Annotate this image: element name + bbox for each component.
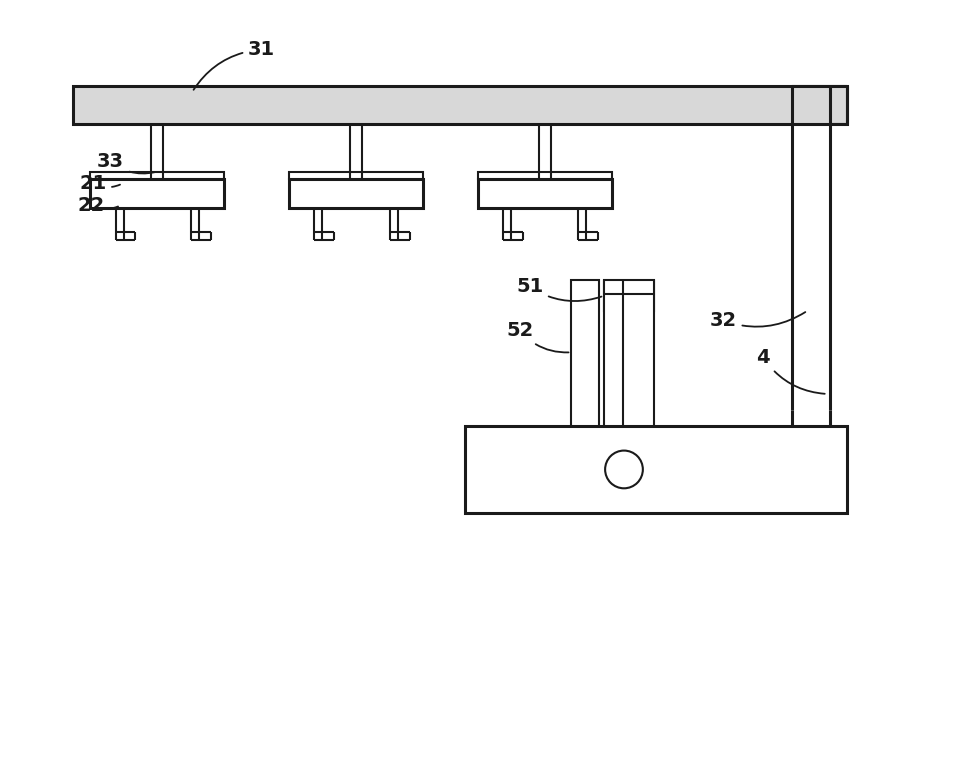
Text: 4: 4 <box>756 348 824 394</box>
Bar <box>604 280 654 427</box>
Bar <box>289 171 423 178</box>
Bar <box>478 171 612 178</box>
Bar <box>91 171 224 178</box>
Text: 21: 21 <box>79 174 120 193</box>
Text: 31: 31 <box>194 40 275 90</box>
Text: 22: 22 <box>77 196 118 215</box>
Bar <box>604 281 654 310</box>
Bar <box>73 86 847 124</box>
Bar <box>91 178 224 208</box>
Text: 52: 52 <box>507 321 568 353</box>
Bar <box>289 178 423 208</box>
Text: 33: 33 <box>97 152 155 174</box>
Text: 51: 51 <box>516 278 602 301</box>
Bar <box>478 178 612 208</box>
Bar <box>465 425 847 513</box>
Text: 32: 32 <box>710 311 805 330</box>
Bar <box>571 280 599 427</box>
